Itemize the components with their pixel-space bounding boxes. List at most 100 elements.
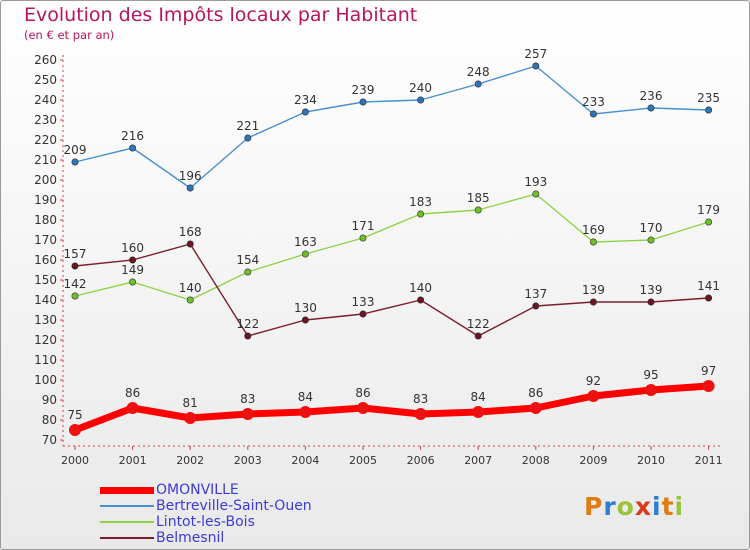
series-line [74,193,710,301]
data-label: 216 [121,129,144,143]
data-label: 149 [121,263,144,277]
data-point [359,234,367,242]
data-label: 154 [236,253,259,267]
data-point [417,210,425,218]
series-omonville: 75 86 81 83 84 86 83 84 86 92 95 97 [67,364,716,436]
data-label: 86 [355,386,370,400]
data-point [705,218,713,226]
chart-title: Evolution des Impôts locaux par Habitant [24,4,418,26]
data-label: 257 [524,47,547,61]
legend-label: Lintot-les-Bois [156,514,255,530]
data-point [645,384,657,396]
logo-letter: t [661,492,675,521]
data-label: 168 [179,225,202,239]
data-label: 185 [467,191,490,205]
y-tick-label: 120 [34,333,57,347]
data-point [529,402,542,414]
x-tick-label: 2007 [464,454,492,467]
chart-subtitle: (en € et par an) [24,28,115,42]
y-tick-label: 100 [34,373,57,387]
legend-item: Belmesnil [100,530,224,546]
logo-letter: r [603,492,617,521]
data-label: 137 [524,287,547,301]
legend-label: OMONVILLE [156,482,239,498]
data-label: 141 [697,279,720,293]
logo-letter: o [616,492,635,521]
series-belmesnil: 157 160 168 122 130 133 140 122 137 139 139 141 [64,225,720,340]
data-point [414,408,427,420]
data-point [186,296,194,304]
data-label: 97 [701,364,716,378]
data-label: 239 [352,83,375,97]
data-label: 209 [64,143,87,157]
data-point [705,106,713,114]
legend-swatch [100,505,154,507]
data-point [129,256,137,264]
data-label: 157 [64,247,87,261]
data-label: 221 [236,119,259,133]
data-point [186,240,194,248]
x-tick-label: 2001 [119,454,147,467]
data-label: 130 [294,301,317,315]
data-label: 163 [294,235,317,249]
data-label: 86 [528,386,543,400]
series-lintot-les-bois: 142 149 140 154 163 171 183 185 193 169 170 179 [64,175,720,304]
data-label: 139 [640,283,663,297]
data-point [184,412,197,424]
x-tick-label: 2011 [695,454,723,467]
series-line [74,65,710,189]
data-label: 83 [413,392,428,406]
x-tick-label: 2000 [61,454,89,467]
y-tick-label: 240 [34,93,57,107]
data-point [702,380,715,392]
data-label: 171 [352,219,375,233]
data-point [417,96,425,104]
y-tick-label: 140 [34,293,57,307]
data-label: 142 [64,277,87,291]
series-line [71,382,713,434]
data-point [186,184,194,192]
data-label: 193 [524,175,547,189]
data-point [301,108,309,116]
y-tick-label: 170 [34,233,57,247]
data-label: 95 [643,368,658,382]
y-tick-label: 220 [34,133,57,147]
data-label: 140 [409,281,432,295]
data-point [532,190,540,198]
y-tick-label: 210 [34,153,57,167]
x-tick-label: 2006 [407,454,435,467]
data-point [244,134,252,142]
legend-label: Bertreville-Saint-Ouen [156,498,312,514]
legend-item: Bertreville-Saint-Ouen [100,498,312,514]
logo-letter: P [584,492,604,521]
y-tick-label: 160 [34,253,57,267]
logo-letter: i [652,492,662,521]
data-point [532,302,540,310]
data-label: 160 [121,241,144,255]
data-label: 139 [582,283,605,297]
legend-label: Belmesnil [156,530,225,546]
data-point [301,316,309,324]
data-point [589,110,597,118]
data-point [532,62,540,70]
data-point [129,144,137,152]
legend-swatch [100,486,154,494]
data-point [474,80,482,88]
data-label: 169 [582,223,605,237]
data-point [474,206,482,214]
data-label: 84 [471,390,486,404]
data-label: 236 [640,89,663,103]
data-point [357,402,369,414]
y-tick-label: 250 [34,73,57,87]
y-tick-label: 260 [34,53,57,67]
y-tick-label: 190 [34,193,57,207]
data-point [126,402,139,414]
data-point [301,250,309,258]
data-point [587,390,600,402]
data-point [359,98,367,106]
data-label: 140 [179,281,202,295]
data-point [589,238,597,246]
logo-letter: x [634,492,652,521]
